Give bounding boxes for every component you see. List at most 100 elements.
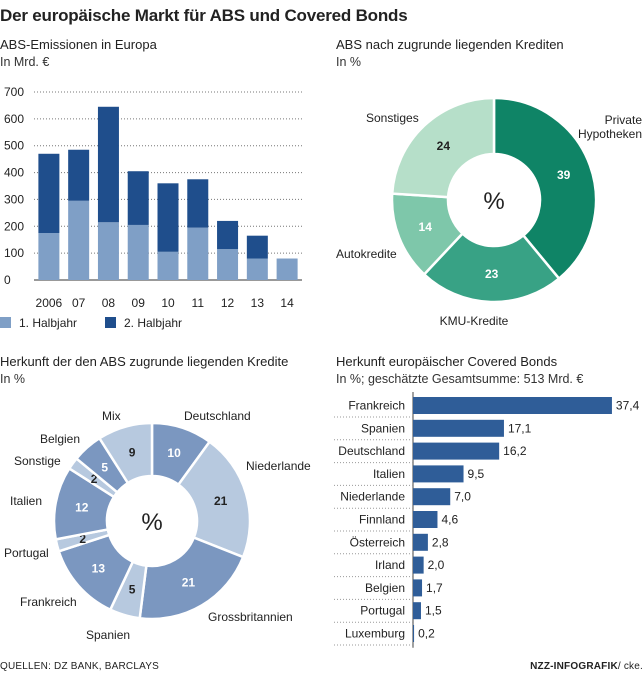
abs-origin-title: Herkunft der den ABS zugrunde liegenden …	[0, 354, 289, 369]
abs-origin-donut: 10 Deutschland 21 Niederlande 21 Grossbritann…	[4, 409, 311, 642]
bar-segment	[187, 179, 209, 228]
x-tick-label: 07	[72, 296, 86, 310]
covered-bonds-chart: Frankreich 37,4 Spanien 17,1 Deutschland 16,2…	[334, 392, 640, 648]
slice-name-label: Autokredite	[336, 247, 397, 261]
abs-origin-unit: In %	[0, 372, 26, 386]
bar-segment	[97, 222, 119, 280]
bar-value-label: 2,0	[428, 558, 445, 572]
slice-name-part: Sonstiges	[366, 111, 419, 125]
category-label: Spanien	[361, 421, 405, 435]
y-tick-label: 300	[4, 192, 24, 206]
bar-segment	[127, 171, 149, 225]
slice-name-part: KMU-Kredite	[440, 314, 509, 328]
slice-name-label: Belgien	[40, 432, 80, 446]
abs-credit-type-title: ABS nach zugrunde liegenden Krediten	[336, 37, 564, 52]
y-tick-label: 500	[4, 139, 24, 153]
donut-center-label: %	[141, 509, 162, 536]
bar	[413, 397, 612, 414]
slice-name-part: Sonstige	[14, 454, 61, 468]
slice-name-label: Grossbritannien	[208, 610, 293, 624]
slice-value-label: 21	[182, 576, 196, 590]
slice-name-label: Deutschland	[184, 409, 251, 423]
pie-slice	[97, 421, 154, 485]
slice-name-label: Spanien	[86, 628, 130, 642]
category-label: Niederlande	[340, 490, 405, 504]
bar	[413, 511, 438, 528]
category-label: Portugal	[360, 604, 405, 618]
x-tick-label: 2006	[36, 296, 63, 310]
x-tick-label: 11	[192, 296, 205, 310]
slice-name-label: Niederlande	[246, 459, 311, 473]
page-title: Der europäische Markt für ABS und Covere…	[0, 6, 408, 25]
bar-value-label: 9,5	[468, 467, 485, 481]
slice-value-label: 14	[419, 220, 433, 234]
bar	[413, 465, 464, 483]
slice-value-label: 24	[437, 139, 451, 153]
slice-name-part: Private	[605, 113, 643, 127]
slice-value-label: 9	[129, 445, 136, 459]
y-tick-label: 400	[4, 166, 24, 180]
slice-value-label: 13	[92, 561, 106, 575]
bar	[413, 602, 421, 620]
x-tick-label: 09	[132, 296, 146, 310]
footer-credit: NZZ-INFOGRAFIK/ cke.	[530, 661, 643, 672]
bar-value-label: 2,8	[432, 535, 449, 549]
slice-name-part: Deutschland	[184, 409, 251, 423]
abs-credit-type-unit: In %	[336, 55, 362, 69]
slice-name-label: Private Hypotheken	[578, 113, 642, 141]
bar-segment	[68, 149, 90, 201]
slice-name-label: Sonstige	[14, 454, 61, 468]
bar-value-label: 37,4	[616, 399, 640, 413]
slice-value-label: 5	[101, 460, 108, 474]
slice-value-label: 2	[91, 472, 98, 486]
bar-value-label: 7,0	[454, 490, 471, 504]
bar-segment	[38, 153, 60, 233]
x-tick-label: 12	[221, 296, 235, 310]
category-label: Deutschland	[338, 444, 405, 458]
bar	[413, 533, 428, 551]
bar-segment	[68, 200, 90, 280]
category-label: Frankreich	[348, 399, 405, 413]
bar-segment	[157, 183, 179, 252]
donut-center-label: %	[483, 188, 504, 215]
pie-slice	[390, 96, 496, 199]
legend-swatch	[0, 317, 11, 328]
y-tick-label: 700	[4, 85, 24, 99]
bar	[413, 442, 500, 460]
y-tick-label: 200	[4, 219, 24, 233]
bar	[413, 556, 424, 574]
slice-name-label: Portugal	[4, 546, 49, 560]
legend-label: 1. Halbjahr	[19, 316, 77, 330]
abs-emissions-unit: In Mrd. €	[0, 55, 50, 69]
slice-name-part: Grossbritannien	[208, 610, 293, 624]
slice-name-label: Mix	[102, 409, 121, 423]
bar-segment	[127, 224, 149, 280]
bar-value-label: 4,6	[441, 513, 458, 527]
bar-value-label: 17,1	[508, 421, 532, 435]
bar-value-label: 1,5	[425, 604, 442, 618]
pie-slice	[138, 535, 245, 621]
slice-name-part: Hypotheken	[578, 127, 642, 141]
slice-value-label: 12	[75, 501, 89, 515]
category-label: Luxemburg	[345, 627, 405, 641]
x-tick-label: 13	[251, 296, 265, 310]
pie-slice	[176, 439, 252, 559]
slice-value-label: 23	[485, 267, 499, 281]
covered-bonds-title: Herkunft europäischer Covered Bonds	[336, 354, 558, 369]
bar-segment	[97, 106, 119, 223]
footer-credit-name: NZZ-INFOGRAFIK	[530, 661, 618, 672]
category-label: Italien	[373, 467, 405, 481]
slice-name-part: Niederlande	[246, 459, 311, 473]
slice-name-part: Spanien	[86, 628, 130, 642]
x-tick-label: 08	[102, 296, 116, 310]
slice-name-label: Frankreich	[20, 595, 77, 609]
slice-name-label: Sonstiges	[366, 111, 419, 125]
bar-segment	[246, 258, 268, 280]
bar	[413, 625, 415, 642]
slice-name-label: Italien	[10, 494, 42, 508]
bar	[413, 579, 423, 597]
slice-value-label: 5	[129, 583, 136, 597]
bar-segment	[276, 258, 298, 280]
abs-emissions-chart: 0 100 200 300 400 500 600 700 2006 07 08 09 10 11 12 13…	[0, 85, 302, 330]
bar-value-label: 16,2	[503, 444, 527, 458]
